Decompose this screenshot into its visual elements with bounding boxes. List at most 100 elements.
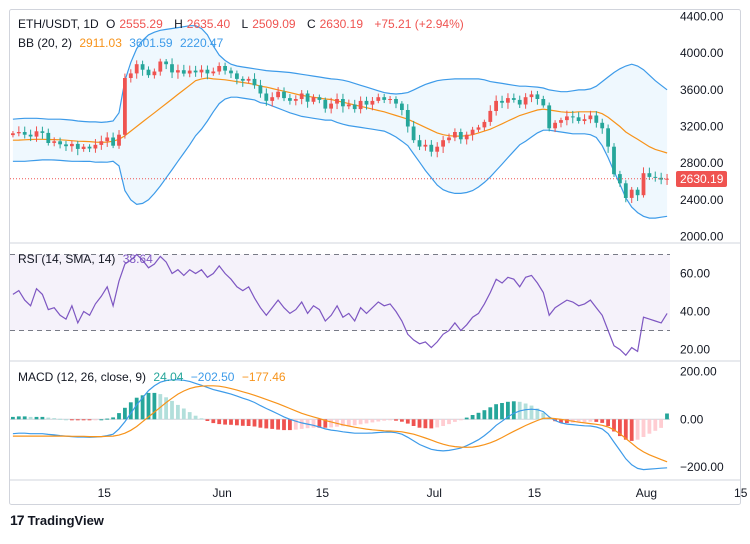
candle-body bbox=[246, 78, 251, 81]
candle-body bbox=[523, 97, 528, 105]
macd-histogram-bar bbox=[565, 419, 569, 424]
rsi-line bbox=[12, 253, 668, 357]
candle-body bbox=[70, 143, 74, 147]
macd-histogram-bar bbox=[529, 405, 534, 420]
macd-value: −202.50 bbox=[190, 370, 235, 384]
rsi-value: 38.64 bbox=[122, 252, 153, 266]
bb-upper-value: 3601.59 bbox=[129, 36, 173, 50]
candle-body bbox=[341, 99, 345, 107]
macd-histogram-bar bbox=[252, 419, 257, 427]
macd-histogram-bar bbox=[482, 410, 487, 420]
candle-body bbox=[276, 91, 280, 98]
bb-basis-value: 2911.03 bbox=[79, 36, 122, 50]
candle-body bbox=[11, 133, 15, 136]
time-axis-tick: Jul bbox=[427, 486, 442, 500]
ohlc-change: +75.21 (+2.94%) bbox=[374, 17, 464, 31]
candle-body bbox=[158, 61, 163, 72]
candle-body bbox=[364, 100, 369, 105]
candle-body bbox=[335, 99, 339, 104]
candle-body bbox=[93, 144, 98, 149]
macd-histogram-bar bbox=[506, 401, 510, 420]
macd-histogram-bar bbox=[523, 403, 528, 420]
candle-body bbox=[441, 140, 445, 147]
macd-histogram-bar bbox=[93, 419, 98, 421]
candle-body bbox=[134, 64, 139, 74]
candle-body bbox=[623, 183, 628, 198]
candle-body bbox=[447, 137, 451, 141]
candle-body bbox=[46, 132, 51, 143]
macd-histogram-bar bbox=[193, 415, 198, 420]
candle-body bbox=[506, 98, 510, 103]
macd-histogram-bar bbox=[11, 416, 15, 420]
rsi-axis-tick: 60.00 bbox=[680, 267, 710, 281]
macd-histogram-bar bbox=[476, 412, 481, 420]
macd-histogram-bar bbox=[612, 419, 616, 432]
candle-body bbox=[16, 132, 21, 134]
macd-histogram-bar bbox=[352, 419, 357, 426]
macd-histogram-bar bbox=[128, 402, 133, 420]
macd-histogram-bar bbox=[288, 419, 292, 431]
candle-body bbox=[358, 100, 363, 110]
candle-body bbox=[411, 126, 416, 141]
candle-body bbox=[653, 176, 658, 178]
candle-body bbox=[146, 69, 151, 76]
macd-histogram-bar bbox=[411, 419, 416, 426]
candle-body bbox=[258, 85, 263, 94]
macd-histogram-bar bbox=[205, 419, 210, 421]
candle-body bbox=[176, 70, 180, 73]
candle-body bbox=[211, 71, 216, 74]
macd-histogram-bar bbox=[176, 404, 180, 420]
bb-legend: BB (20, 2) 2911.03 3601.59 2220.47 bbox=[18, 36, 227, 50]
candle-body bbox=[606, 128, 610, 147]
candle-body bbox=[235, 73, 239, 79]
candle-body bbox=[382, 97, 387, 100]
candle-body bbox=[352, 104, 357, 110]
macd-histogram-bar bbox=[235, 419, 239, 426]
candle-body bbox=[264, 93, 269, 101]
rsi-axis-tick: 20.00 bbox=[680, 343, 710, 357]
macd-histogram-bar bbox=[582, 419, 587, 423]
time-axis-tick: Jun bbox=[212, 486, 231, 500]
macd-histogram-bar bbox=[429, 419, 434, 429]
price-axis-tick: 3200.00 bbox=[680, 120, 724, 134]
macd-histogram-bar bbox=[146, 392, 151, 420]
candle-body bbox=[594, 115, 599, 123]
candle-body bbox=[470, 129, 475, 135]
bb-lower-value: 2220.47 bbox=[179, 36, 224, 50]
macd-histogram-bar bbox=[488, 407, 493, 420]
macd-histogram-bar bbox=[123, 407, 127, 420]
price-axis-tick: 4400.00 bbox=[680, 10, 724, 24]
macd-histogram-bar bbox=[187, 412, 192, 420]
candle-body bbox=[488, 110, 493, 122]
macd-histogram-bar bbox=[240, 419, 245, 426]
symbol-label: ETH/USDT, 1D bbox=[18, 17, 99, 31]
candle-body bbox=[28, 134, 33, 137]
macd-histogram-bar bbox=[87, 419, 92, 421]
time-axis-tick: Aug bbox=[636, 486, 657, 500]
macd-histogram-bar bbox=[276, 419, 280, 430]
macd-histogram-bar bbox=[494, 404, 498, 420]
macd-histogram-bar bbox=[81, 419, 86, 421]
macd-axis-tick: −200.00 bbox=[680, 460, 724, 474]
tradingview-brand[interactable]: 17 TradingView bbox=[10, 512, 104, 528]
candle-body bbox=[429, 144, 434, 152]
candle-body bbox=[394, 99, 398, 104]
candle-body bbox=[223, 66, 227, 71]
macd-histogram-bar bbox=[16, 416, 21, 420]
macd-histogram-bar bbox=[382, 419, 387, 421]
macd-histogram-bar bbox=[293, 419, 298, 430]
candle-body bbox=[117, 134, 121, 146]
candle-body bbox=[140, 64, 145, 70]
candle-body bbox=[81, 146, 86, 149]
macd-histogram-bar bbox=[606, 419, 610, 426]
macd-histogram-bar bbox=[105, 418, 110, 420]
candle-body bbox=[570, 116, 575, 118]
rsi-axis-tick: 40.00 bbox=[680, 305, 710, 319]
candle-body bbox=[370, 100, 375, 105]
macd-histogram-bar bbox=[223, 419, 227, 425]
macd-histogram-bar bbox=[435, 419, 440, 428]
candle-body bbox=[128, 73, 133, 78]
candle-body bbox=[252, 78, 257, 86]
